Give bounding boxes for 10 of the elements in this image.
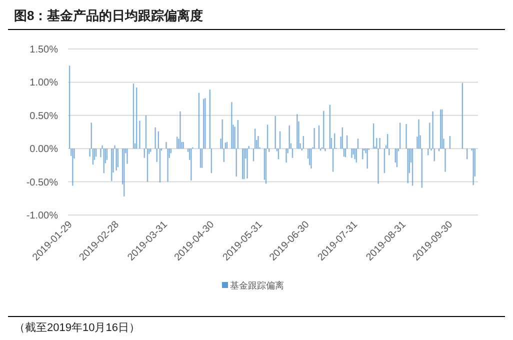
legend: 基金跟踪偏离: [222, 282, 284, 292]
y-tick-label: 1.00%: [30, 78, 58, 89]
text: （截至2019年10月16日）: [14, 321, 140, 334]
chart-title: 图8：基金产品的日均跟踪偏离度: [14, 8, 204, 23]
y-tick-label: 1.50%: [30, 44, 58, 56]
y-tick-label: 0.50%: [30, 110, 58, 122]
y-tick-label: -1.00%: [26, 210, 58, 222]
legend-label: 基金跟踪偏离: [230, 280, 284, 292]
y-tick-label: -0.50%: [26, 177, 58, 188]
y-tick-label: 0.00%: [30, 144, 58, 156]
